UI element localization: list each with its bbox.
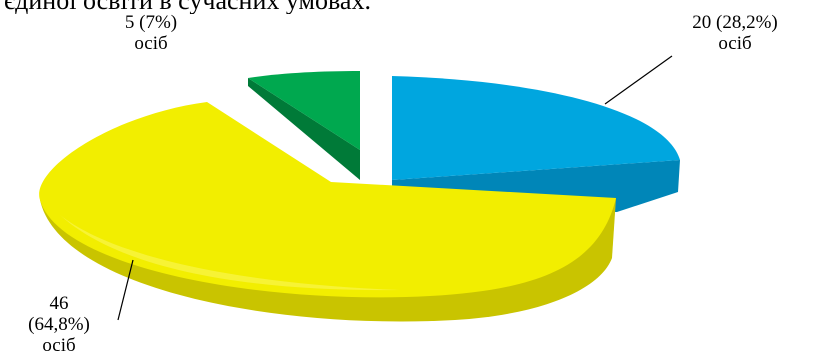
partial-heading-text: єдиної освіти в сучасних умовах. [0, 0, 815, 14]
pie-slice-green [248, 71, 360, 180]
pie-slice-green-side [248, 78, 360, 180]
data-label-yellow-line1: 46 [49, 293, 69, 314]
pie-slice-yellow-top [39, 102, 617, 298]
data-label-blue-line1: 20 (28,2%) [692, 12, 778, 33]
data-label-green: 5 (7%) осіб [96, 12, 206, 54]
leader-line-yellow [117, 259, 134, 321]
data-label-blue: 20 (28,2%) осіб [660, 12, 810, 54]
data-label-yellow-line2: (64,8%) [28, 314, 90, 335]
pie-slice-yellow-highlight [60, 215, 400, 291]
leader-line-blue [604, 55, 673, 105]
pie-slice-green-top [248, 71, 360, 150]
data-label-yellow: 46 (64,8%) осіб [0, 293, 118, 356]
data-label-yellow-line3: осіб [42, 335, 76, 356]
data-label-green-line2: осіб [134, 33, 168, 54]
pie-slice-blue-top [392, 76, 680, 180]
pie-slice-yellow [39, 102, 617, 322]
data-label-blue-line2: осіб [718, 33, 752, 54]
data-label-green-line1: 5 (7%) [124, 12, 178, 33]
